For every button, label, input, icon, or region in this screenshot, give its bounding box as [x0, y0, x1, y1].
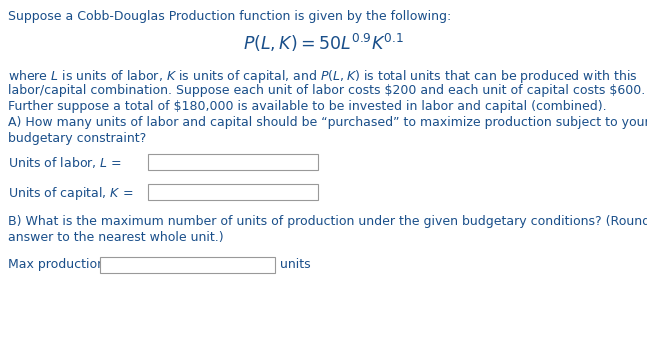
- FancyBboxPatch shape: [148, 154, 318, 170]
- Text: Max production =: Max production =: [8, 258, 120, 271]
- Text: answer to the nearest whole unit.): answer to the nearest whole unit.): [8, 231, 224, 244]
- FancyBboxPatch shape: [100, 257, 275, 273]
- Text: Units of labor, $L$ =: Units of labor, $L$ =: [8, 155, 122, 170]
- Text: B) What is the maximum number of units of production under the given budgetary c: B) What is the maximum number of units o…: [8, 215, 647, 228]
- Text: labor/capital combination. Suppose each unit of labor costs \$200 and each unit : labor/capital combination. Suppose each …: [8, 84, 645, 97]
- Text: where $L$ is units of labor, $K$ is units of capital, and $P(L, K)$ is total uni: where $L$ is units of labor, $K$ is unit…: [8, 68, 637, 85]
- Text: Suppose a Cobb-Douglas Production function is given by the following:: Suppose a Cobb-Douglas Production functi…: [8, 10, 451, 23]
- Text: Further suppose a total of \$180,000 is available to be invested in labor and ca: Further suppose a total of \$180,000 is …: [8, 100, 607, 113]
- Text: Units of capital, $K$ =: Units of capital, $K$ =: [8, 185, 133, 202]
- FancyBboxPatch shape: [148, 184, 318, 200]
- Text: units: units: [280, 258, 311, 271]
- Text: budgetary constraint?: budgetary constraint?: [8, 132, 146, 145]
- Text: A) How many units of labor and capital should be “purchased” to maximize product: A) How many units of labor and capital s…: [8, 116, 647, 129]
- Text: $P(L, K) = 50L^{0.9}K^{0.1}$: $P(L, K) = 50L^{0.9}K^{0.1}$: [243, 32, 404, 54]
